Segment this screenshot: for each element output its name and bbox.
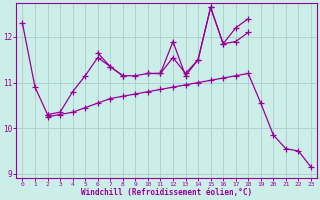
X-axis label: Windchill (Refroidissement éolien,°C): Windchill (Refroidissement éolien,°C) xyxy=(81,188,252,197)
